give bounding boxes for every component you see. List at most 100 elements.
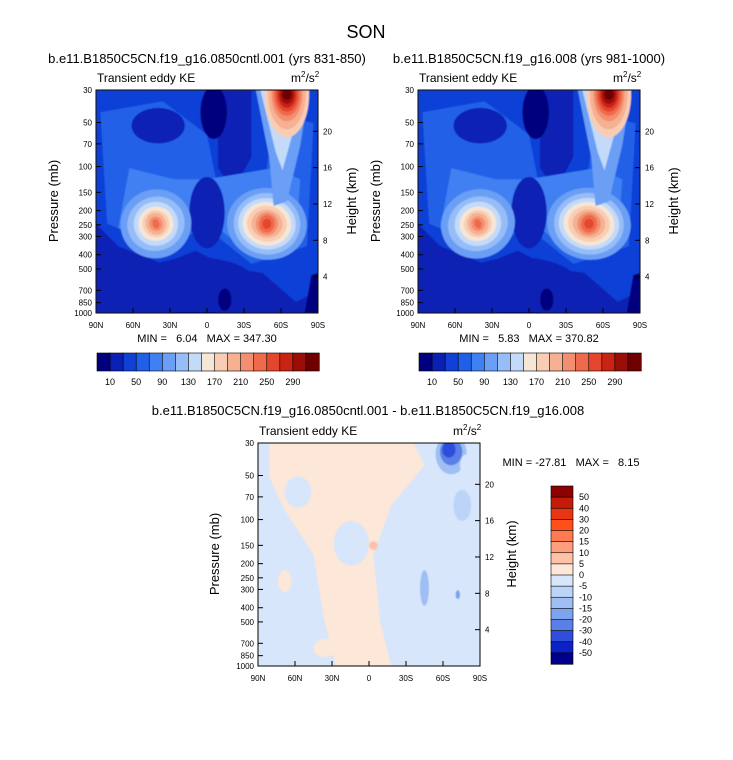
colorbar-label: -10 — [579, 592, 592, 602]
y-tick-label: 70 — [405, 140, 414, 149]
contour-fill — [333, 521, 369, 566]
colorbar-swatch — [483, 352, 498, 372]
y-tick-label: 1000 — [396, 309, 414, 318]
y-tick-label: 200 — [79, 207, 93, 216]
contour-fill — [131, 107, 185, 144]
contour-fill — [511, 176, 547, 249]
contour-fill — [540, 288, 554, 311]
y-tick-label: 50 — [245, 471, 254, 480]
colorbar-label: 290 — [285, 377, 300, 387]
colorbar-label: 210 — [233, 377, 248, 387]
x-tick-label: 60S — [274, 321, 288, 330]
panel-3: b.e11.B1850C5CN.f19_g16.0850cntl.001 - b… — [152, 403, 640, 683]
colorbar-swatch — [550, 652, 574, 665]
y-tick-label: 50 — [405, 118, 414, 127]
y-tick-label: 300 — [79, 232, 93, 241]
y2-tick-label: 8 — [485, 589, 490, 598]
y-tick-label: 500 — [401, 265, 415, 274]
colorbar-label: -15 — [579, 603, 592, 613]
y-tick-label: 300 — [241, 585, 255, 594]
colorbar-swatch — [214, 352, 229, 372]
x-tick-label: 0 — [367, 674, 372, 683]
colorbar-label: -50 — [579, 648, 592, 658]
y-tick-label: 300 — [401, 232, 415, 241]
y2-tick-label: 4 — [485, 626, 490, 635]
panel-2-subtitle: Transient eddy KE — [419, 71, 517, 85]
x-tick-label: 30N — [325, 674, 340, 683]
panel-3-y2label: Height (km) — [504, 520, 519, 587]
contour-fill — [384, 465, 398, 493]
panel-3-subtitle: Transient eddy KE — [259, 424, 357, 438]
colorbar-swatch — [305, 352, 320, 372]
colorbar-swatch — [292, 352, 307, 372]
contour-fill — [133, 257, 259, 313]
y2-tick-label: 8 — [645, 236, 650, 245]
x-tick-label: 90N — [411, 321, 426, 330]
panel-3-title: b.e11.B1850C5CN.f19_g16.0850cntl.001 - b… — [152, 403, 584, 418]
colorbar-label: 10 — [579, 548, 589, 558]
y-tick-label: 250 — [241, 574, 255, 583]
y-tick-label: 30 — [83, 86, 92, 95]
y2-tick-label: 4 — [323, 273, 328, 282]
contour-fill — [626, 272, 640, 313]
contour-fill — [420, 286, 452, 309]
y-tick-label: 850 — [241, 652, 255, 661]
x-tick-label: 60N — [126, 321, 141, 330]
colorbar-swatch — [253, 352, 268, 372]
y2-tick-label: 8 — [323, 236, 328, 245]
colorbar-swatch — [418, 352, 433, 372]
colorbar-swatch — [550, 485, 574, 498]
contour-fill — [218, 288, 232, 311]
panel-1-minmax: MIN = 6.04 MAX = 347.30 — [137, 333, 276, 345]
contour-fill — [604, 90, 614, 100]
panel-3-minmax: MIN = -27.81 MAX = 8.15 — [503, 457, 640, 469]
contour-fill — [200, 90, 227, 140]
panel-1-subtitle: Transient eddy KE — [97, 71, 195, 85]
colorbar-swatch — [161, 352, 176, 372]
contour-fill — [282, 90, 292, 100]
y-tick-label: 700 — [241, 639, 255, 648]
colorbar-label: 30 — [579, 514, 589, 524]
contour-fill — [455, 257, 581, 313]
colorbar-label: 40 — [579, 503, 589, 513]
colorbar-swatch — [457, 352, 472, 372]
y-tick-label: 70 — [83, 140, 92, 149]
colorbar-label: 250 — [581, 377, 596, 387]
colorbar-label: 50 — [131, 377, 141, 387]
x-tick-label: 90N — [251, 674, 266, 683]
colorbar-swatch — [550, 596, 574, 609]
y2-tick-label: 12 — [645, 200, 654, 209]
colorbar-swatch — [550, 519, 574, 532]
x-tick-label: 0 — [527, 321, 532, 330]
colorbar-label: 170 — [529, 377, 544, 387]
panel-1-ylabel: Pressure (mb) — [46, 160, 61, 242]
colorbar-label: -5 — [579, 581, 587, 591]
contour-fill — [369, 541, 378, 551]
colorbar-swatch — [550, 585, 574, 598]
y-tick-label: 1000 — [74, 309, 92, 318]
panel-1-plot-area — [96, 90, 318, 313]
colorbar-swatch — [227, 352, 242, 372]
x-tick-label: 30S — [399, 674, 413, 683]
x-tick-label: 30S — [237, 321, 251, 330]
y-tick-label: 100 — [79, 163, 93, 172]
colorbar-swatch — [550, 507, 574, 520]
colorbar-label: -40 — [579, 637, 592, 647]
contour-fill — [304, 272, 318, 313]
colorbar-swatch — [575, 352, 590, 372]
contour-fill — [98, 286, 130, 309]
x-tick-label: 90S — [473, 674, 487, 683]
colorbar-label: 15 — [579, 537, 589, 547]
y-tick-label: 1000 — [236, 662, 254, 671]
colorbar-swatch — [148, 352, 163, 372]
contour-fill — [189, 176, 225, 249]
x-tick-label: 60S — [596, 321, 610, 330]
colorbar-swatch — [122, 352, 137, 372]
colorbar-swatch — [523, 352, 538, 372]
colorbar-swatch — [550, 574, 574, 587]
colorbar-swatch — [240, 352, 255, 372]
y-tick-label: 250 — [401, 221, 415, 230]
colorbar-label: 170 — [207, 377, 222, 387]
contour-fill — [453, 107, 507, 144]
